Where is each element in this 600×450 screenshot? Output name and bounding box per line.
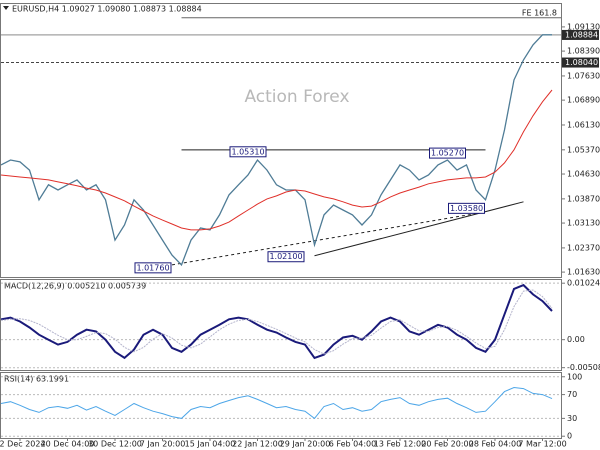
y-tick-label: 1.06130	[567, 120, 600, 129]
y-tick-label: 70	[567, 390, 577, 399]
series-line	[0, 34, 552, 267]
x-tick-label: 30 Dec 12:00	[88, 440, 142, 449]
y-tick-label: -0.005081	[567, 363, 600, 372]
y-tick-label: 1.07630	[567, 71, 600, 80]
annotation-box	[267, 251, 305, 263]
annotation-box	[429, 147, 466, 159]
rsi-panel-border	[0, 372, 562, 439]
macd-panel-border	[0, 279, 562, 371]
y-tick-label: 100	[567, 372, 582, 381]
annotation-label: 1.02100	[269, 252, 302, 261]
annotation-label: 1.05310	[231, 147, 264, 156]
y-tick-label: 1.05370	[567, 145, 600, 154]
macd-title: MACD(12,26,9) 0.005210 0.005739	[4, 282, 146, 291]
x-tick-label: 28 Feb 04:00	[469, 440, 521, 449]
fe-label: FE 161.8	[522, 8, 557, 17]
series-line	[0, 89, 553, 231]
x-tick-label: 20 Feb 20:00	[421, 440, 473, 449]
x-tick-label: 7 Mar 12:00	[518, 440, 566, 449]
x-tick-label: 13 Feb 12:00	[374, 440, 426, 449]
series-line	[0, 283, 553, 360]
price-level-box	[562, 57, 599, 68]
x-tick-label: 6 Feb 04:00	[329, 440, 376, 449]
rsi-title: RSI(14) 63.1991	[4, 375, 69, 384]
annotation-box	[229, 146, 267, 158]
y-tick-label: 1.08390	[567, 47, 600, 56]
series-line	[0, 386, 553, 420]
y-tick-label: 0.00	[567, 335, 585, 344]
y-tick-label: 0	[567, 432, 572, 441]
y-tick-label: 1.06890	[567, 96, 600, 105]
main-panel-border	[0, 3, 562, 278]
trendline	[171, 211, 486, 266]
annotation-label: 1.01760	[136, 263, 169, 272]
annotation-box	[134, 262, 172, 274]
chart-title: EURUSD,H4 1.09027 1.09080 1.08873 1.0888…	[12, 5, 202, 14]
trendline	[314, 201, 524, 257]
x-tick-label: 22 Jan 12:00	[232, 440, 283, 449]
x-tick-label: 7 Jan 20:00	[140, 440, 186, 449]
y-tick-label: 30	[567, 414, 577, 423]
x-tick-label: 20 Dec 04:00	[41, 440, 95, 449]
price-level-label: 1.08884	[565, 30, 598, 39]
x-tick-label: 15 Jan 04:00	[185, 440, 236, 449]
y-tick-label: 0.010242	[567, 279, 600, 288]
annotation-label: 1.05270	[431, 149, 464, 158]
watermark: Action Forex	[244, 87, 349, 107]
y-tick-label: 1.04630	[567, 170, 600, 179]
x-tick-label: 29 Jan 20:00	[280, 440, 331, 449]
y-tick-label: 1.09130	[567, 22, 600, 31]
price-level-box	[562, 29, 599, 40]
price-level-label: 1.08040	[565, 58, 598, 67]
y-tick-label: 1.03870	[567, 194, 600, 203]
y-tick-label: 1.02370	[567, 243, 600, 252]
y-tick-label: 1.01630	[567, 268, 600, 277]
menu-triangle	[3, 6, 9, 10]
x-tick-label: 12 Dec 2024	[0, 440, 46, 449]
y-tick-label: 1.03130	[567, 219, 600, 228]
annotation-box	[448, 202, 485, 214]
series-line	[0, 289, 553, 355]
annotation-label: 1.03580	[450, 204, 483, 213]
